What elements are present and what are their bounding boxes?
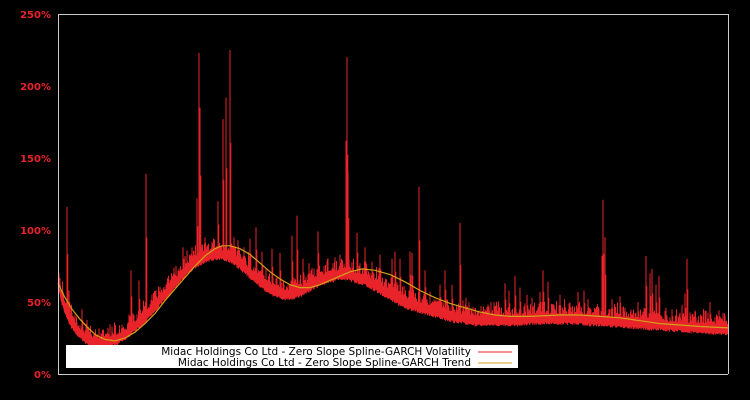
legend: Midac Holdings Co Ltd - Zero Slope Splin… <box>66 345 518 369</box>
y-axis-ticks: 0% 50% 100% 150% 200% 250% <box>20 10 51 381</box>
y-tick-label: 200% <box>20 82 51 93</box>
y-tick-label: 150% <box>20 154 51 165</box>
legend-label-trend: Midac Holdings Co Ltd - Zero Slope Splin… <box>178 357 471 369</box>
y-tick-label: 100% <box>20 226 51 237</box>
y-tick-label: 0% <box>34 370 51 381</box>
trend-line <box>57 245 729 342</box>
legend-label-volatility: Midac Holdings Co Ltd - Zero Slope Splin… <box>161 346 471 358</box>
legend-box <box>66 345 518 368</box>
y-tick-label: 250% <box>20 10 51 21</box>
y-tick-label: 50% <box>27 298 51 309</box>
